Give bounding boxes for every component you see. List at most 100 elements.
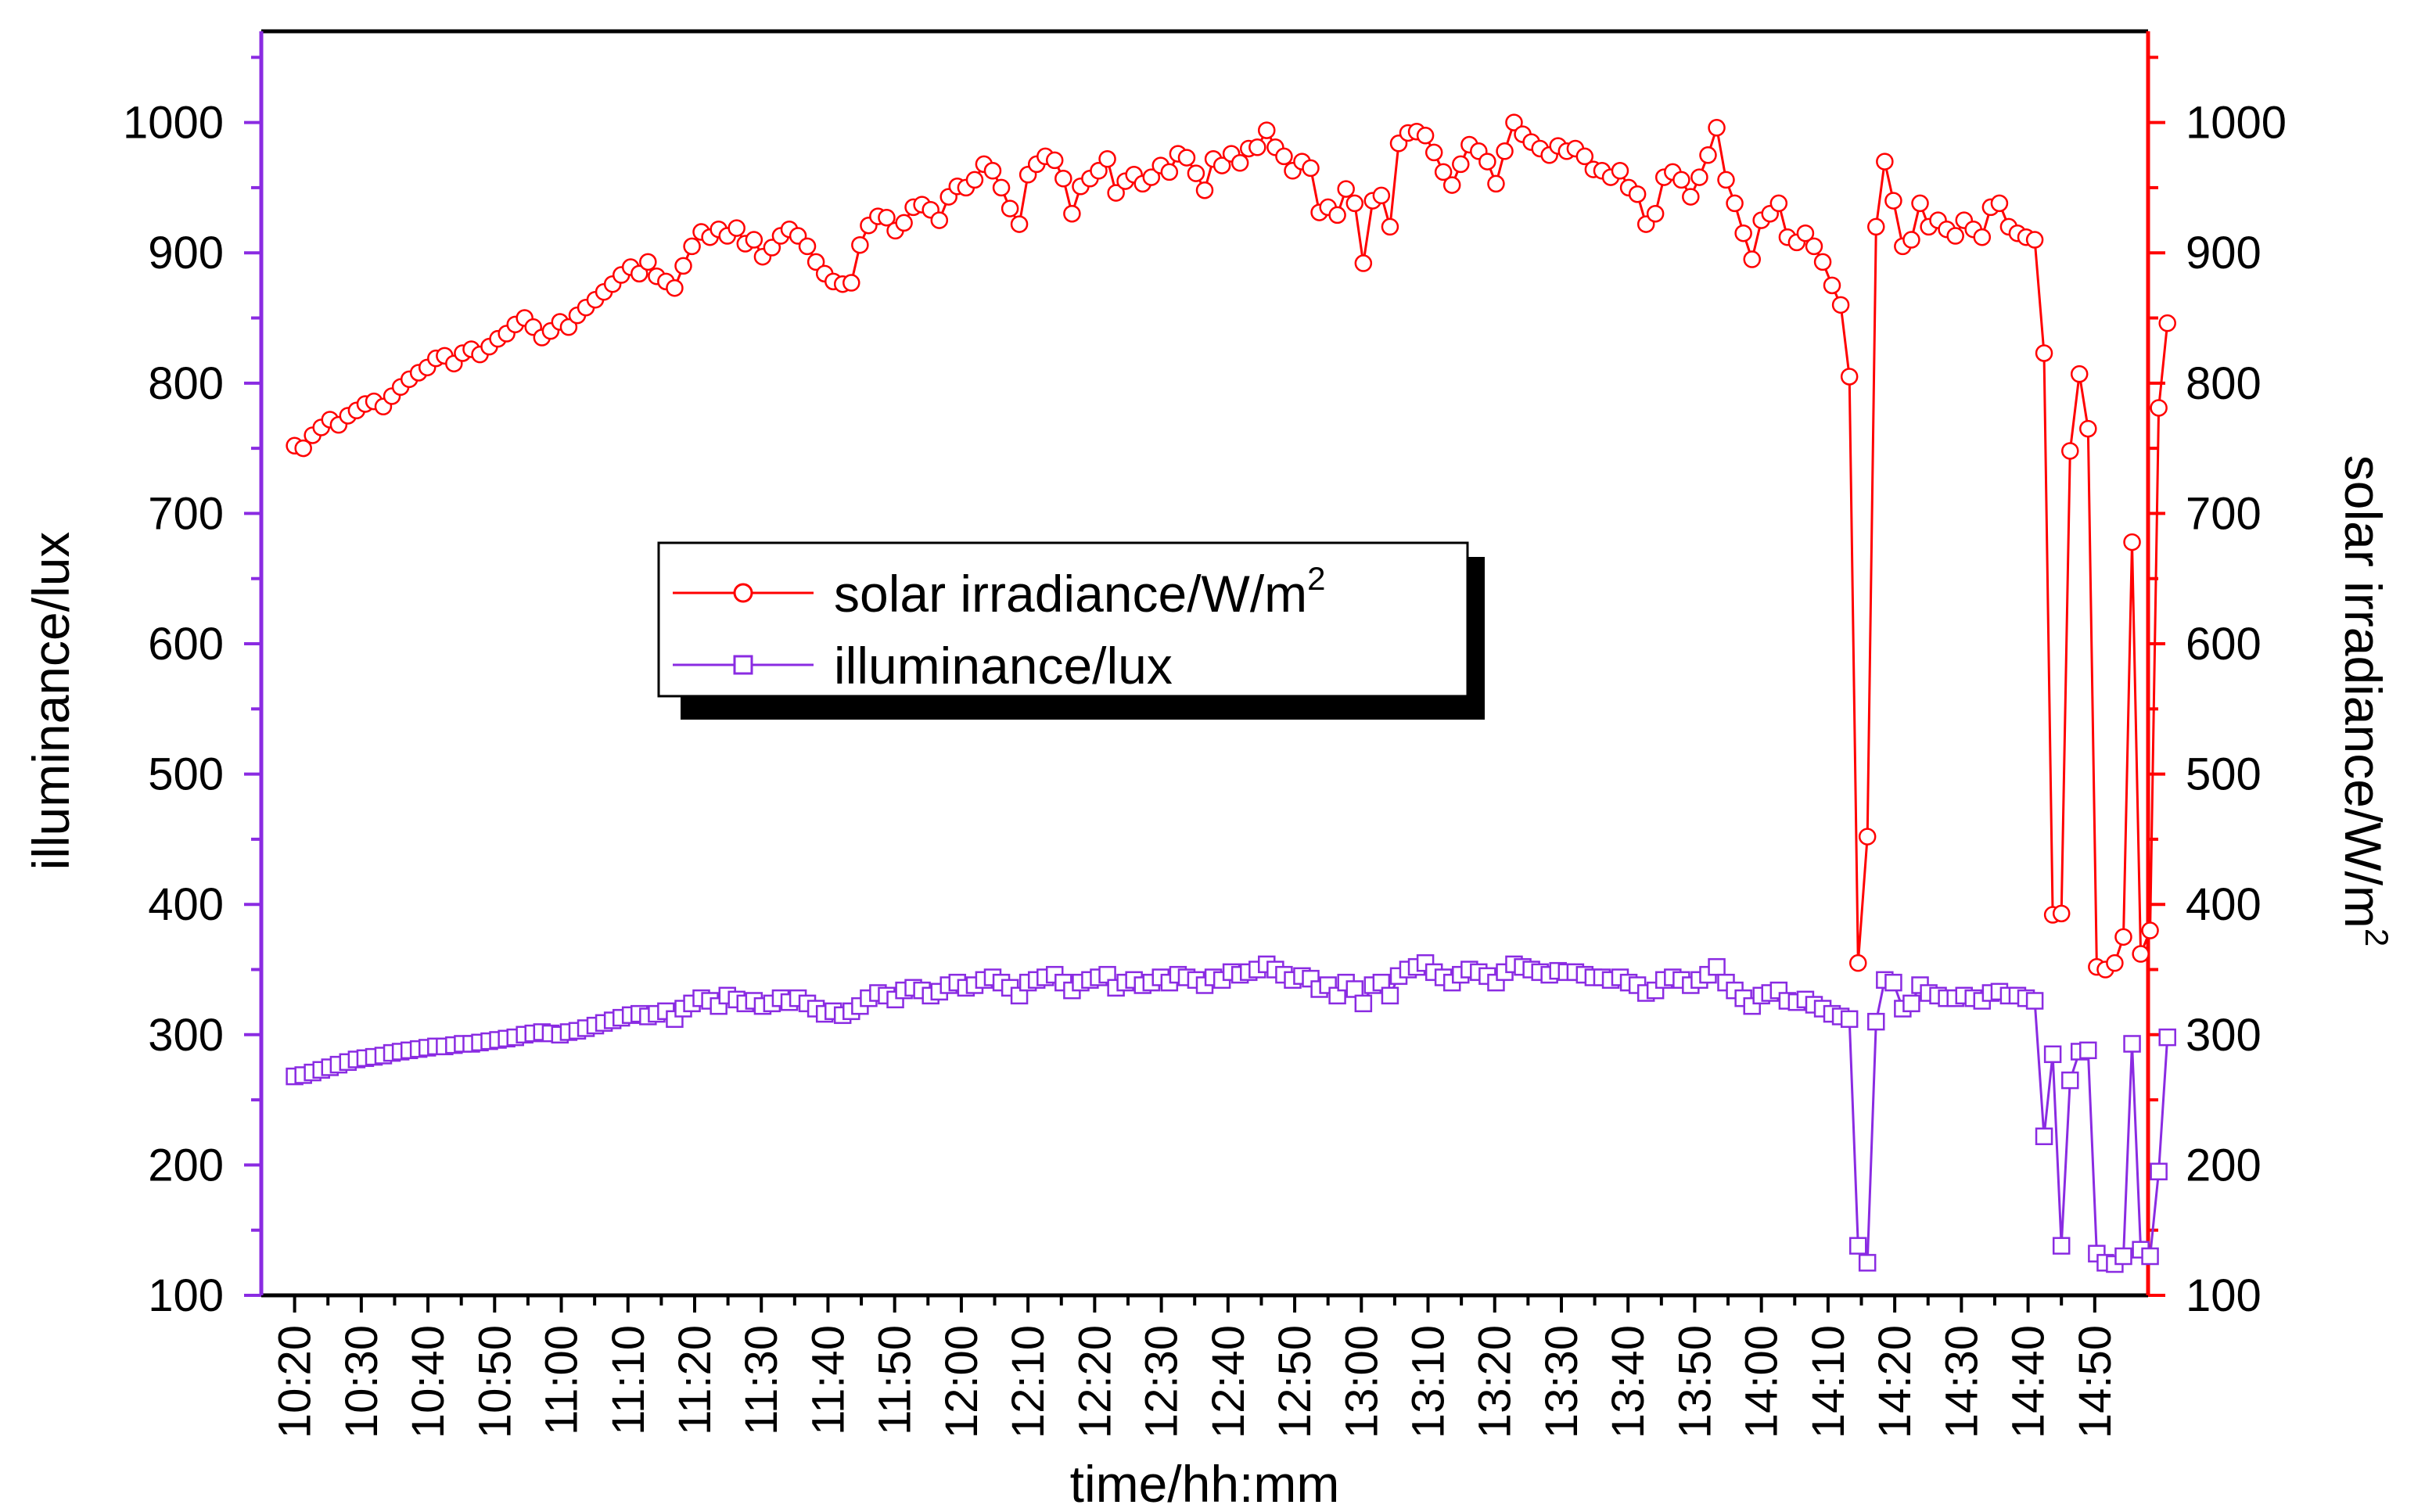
data-point <box>1452 155 1470 174</box>
data-point <box>807 253 825 271</box>
x-tick-label: 10:40 <box>403 1325 454 1438</box>
x-tick-label: 13:30 <box>1536 1325 1587 1438</box>
data-point <box>2150 1162 2168 1180</box>
data-point <box>1142 168 1161 186</box>
left-tick-label: 200 <box>148 1140 224 1191</box>
data-point <box>1195 181 1214 199</box>
data-point <box>1187 164 1205 182</box>
data-point <box>1708 957 1726 976</box>
data-point <box>1611 162 1629 180</box>
left-axis-ticks <box>244 56 261 1297</box>
data-point <box>1442 176 1461 194</box>
legend-illuminance-label: illuminance/lux <box>834 637 1173 695</box>
right-axis-title: solar irradiance/W/m2 <box>2334 455 2395 947</box>
right-tick-label: 600 <box>2186 619 2262 670</box>
data-point <box>1743 250 1761 268</box>
data-point <box>2106 954 2124 972</box>
data-point <box>2035 344 2053 362</box>
x-tick-label: 11:40 <box>803 1325 853 1435</box>
right-tick-label: 300 <box>2186 1010 2262 1061</box>
data-point <box>2043 1045 2062 1064</box>
data-point <box>1054 170 1072 188</box>
data-point <box>2061 1071 2079 1090</box>
data-point <box>2158 314 2176 332</box>
data-point <box>1902 231 1920 249</box>
data-point <box>1831 296 1850 314</box>
data-point <box>1840 1010 1859 1029</box>
legend-solar-label: solar irradiance/W/m2 <box>834 560 1326 623</box>
data-point <box>1973 228 1992 246</box>
data-point <box>2114 1247 2132 1266</box>
data-point <box>1090 162 1108 180</box>
data-point <box>559 318 578 336</box>
left-axis-title: illuminance/lux <box>22 532 80 871</box>
data-point <box>294 439 312 458</box>
data-point <box>895 214 913 232</box>
data-point <box>1416 127 1435 145</box>
x-tick-label: 13:00 <box>1336 1325 1387 1438</box>
data-point <box>2079 1041 2097 1060</box>
data-point <box>1248 138 1266 156</box>
data-point <box>1946 227 1964 245</box>
data-point <box>1337 180 1355 198</box>
data-point <box>2132 945 2150 963</box>
x-tick-label: 12:20 <box>1069 1325 1120 1438</box>
data-point <box>1177 149 1196 167</box>
data-point <box>2052 904 2071 923</box>
data-point <box>2123 1035 2141 1053</box>
data-point <box>763 239 781 257</box>
x-tick-label: 14:20 <box>1870 1325 1920 1438</box>
data-point <box>1867 1012 1885 1031</box>
x-tick-label: 10:30 <box>336 1325 387 1438</box>
data-point <box>630 264 648 283</box>
data-point <box>1258 121 1276 139</box>
data-point <box>683 237 701 256</box>
x-tick-label: 12:50 <box>1270 1325 1320 1438</box>
right-tick-label: 800 <box>2186 358 2262 409</box>
series-illuminance <box>286 954 2176 1273</box>
data-point <box>1045 151 1064 170</box>
data-point <box>1690 168 1708 186</box>
data-point <box>2025 992 2044 1010</box>
data-point <box>1487 174 1505 193</box>
data-point <box>851 235 869 254</box>
data-point <box>965 171 984 189</box>
data-point <box>1840 368 1859 386</box>
x-tick-label: 13:40 <box>1603 1325 1654 1438</box>
data-point <box>1849 954 1867 972</box>
x-axis-tick-labels: 10:20 10:30 10:40 10:50 11:00 11:10 11:20 11:30… <box>270 1325 2121 1438</box>
series-line <box>294 961 2169 1267</box>
data-point <box>1160 163 1179 181</box>
data-point <box>1708 119 1726 137</box>
x-tick-label: 14:50 <box>2070 1325 2121 1438</box>
data-point <box>1345 194 1364 213</box>
data-point <box>1107 184 1125 202</box>
x-tick-label: 10:20 <box>270 1325 321 1438</box>
data-point <box>1424 143 1443 162</box>
x-tick-label: 12:30 <box>1137 1325 1187 1438</box>
data-point <box>1876 153 1894 171</box>
data-point <box>1911 194 1929 213</box>
x-tick-label: 14:00 <box>1737 1325 1787 1438</box>
series-solar-irradiance <box>286 113 2176 979</box>
legend-box <box>657 541 1469 698</box>
data-point <box>1902 994 1920 1013</box>
legend: solar irradiance/W/m2 illuminance/lux <box>657 541 1485 720</box>
data-point <box>1849 1237 1867 1255</box>
left-axis-tick-labels: 100 200 300 400 500 600 700 800 900 1000 <box>123 98 224 1321</box>
x-tick-label: 11:30 <box>736 1325 787 1435</box>
data-point <box>1858 828 1877 846</box>
x-tick-label: 11:50 <box>870 1325 921 1435</box>
data-point <box>1717 171 1735 189</box>
data-point <box>1726 194 1744 213</box>
right-tick-label: 500 <box>2186 749 2262 800</box>
left-tick-label: 400 <box>148 879 224 930</box>
data-point <box>1672 171 1690 189</box>
x-tick-label: 14:40 <box>2003 1325 2054 1438</box>
data-point <box>1813 253 1832 271</box>
data-point <box>2079 419 2097 438</box>
left-tick-label: 700 <box>148 488 224 539</box>
data-point <box>1328 206 1346 224</box>
left-tick-label: 800 <box>148 358 224 409</box>
